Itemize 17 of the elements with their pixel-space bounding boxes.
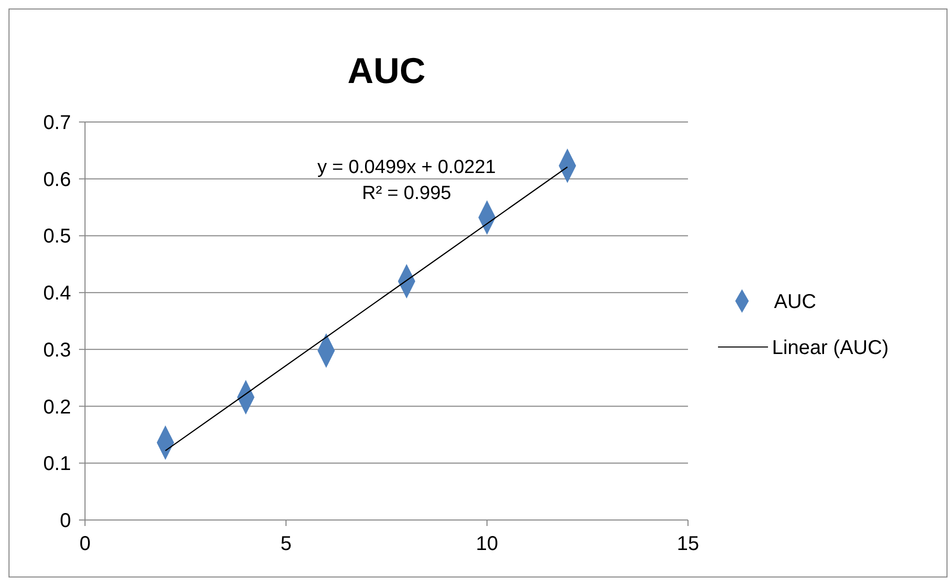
y-tick-label: 0 [60, 510, 71, 532]
legend-label: AUC [774, 291, 816, 313]
annotation: R² = 0.995 [362, 182, 452, 204]
x-tick-label: 10 [476, 533, 498, 555]
y-tick-label: 0.3 [43, 339, 71, 362]
y-tick-label: 0.1 [43, 453, 71, 476]
legend-label: Linear (AUC) [772, 337, 889, 359]
y-tick-label: 0.5 [43, 226, 71, 248]
y-tick-label: 0.2 [43, 396, 71, 418]
annotation: y = 0.0499x + 0.0221 [317, 156, 496, 178]
x-tick-label: 0 [79, 533, 91, 555]
y-tick-label: 0.4 [43, 282, 71, 305]
x-tick-label: 15 [676, 533, 700, 555]
y-tick-label: 0.7 [43, 112, 71, 134]
x-tick-label: 5 [280, 533, 292, 555]
y-tick-label: 0.6 [43, 168, 71, 191]
chart-title: AUC [348, 50, 426, 91]
